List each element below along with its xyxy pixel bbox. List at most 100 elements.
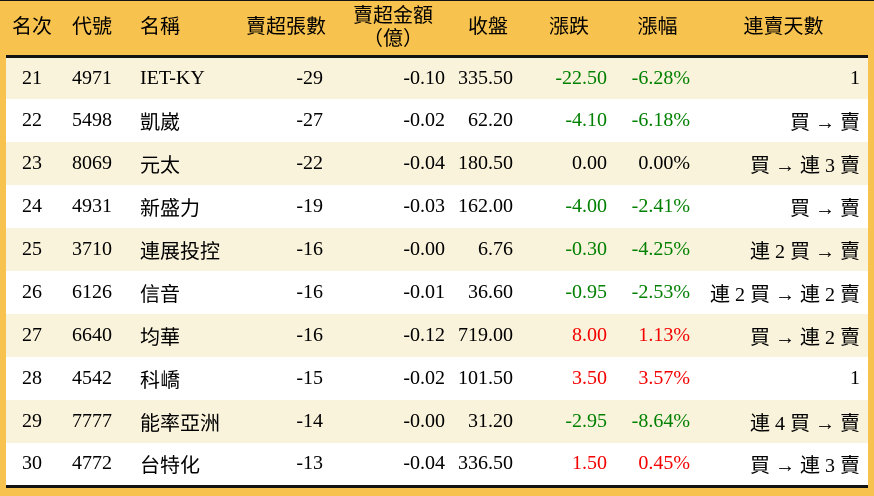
- cell-close: 6.76: [478, 238, 513, 260]
- cell-change-pct: 1.13%: [638, 324, 690, 346]
- cell-name: 台特化: [140, 455, 200, 478]
- cell-streak: 連 2 買 → 連 2 賣: [710, 284, 860, 306]
- cell-volume: -29: [296, 66, 323, 89]
- cell-code: 4971: [72, 66, 112, 89]
- table-row: 21 4971 IET-KY -29 -0.10 335.50 -22.50 -6.28% 1: [6, 56, 868, 99]
- cell-name: 均華: [140, 327, 180, 349]
- cell-streak: 買 → 賣: [790, 112, 860, 134]
- cell-code: 8069: [72, 152, 112, 174]
- cell-streak: 1: [850, 367, 860, 389]
- cell-code: 7777: [72, 410, 112, 432]
- cell-amount: -0.04: [403, 452, 445, 475]
- cell-change: -4.10: [565, 109, 607, 131]
- cell-code: 4772: [72, 452, 112, 475]
- cell-rank: 29: [22, 410, 42, 432]
- cell-volume: -22: [296, 152, 323, 174]
- cell-change-pct: 3.57%: [638, 367, 690, 389]
- header-row: 名次 代號 名稱 賣超張數 賣超金額 （億） 收盤 漲跌 漲幅 連賣天數: [6, 1, 868, 56]
- column-header-change-pct: 漲幅: [616, 1, 699, 56]
- cell-streak: 買 → 連 2 賣: [750, 327, 860, 349]
- table-row: 27 6640 均華 -16 -0.12 719.00 8.00 1.13% 買 → 連 2 賣: [6, 314, 868, 357]
- cell-volume: -16: [296, 238, 323, 260]
- cell-rank: 26: [22, 281, 42, 303]
- cell-name: IET-KY: [140, 66, 205, 89]
- cell-amount: -0.00: [403, 410, 445, 432]
- table-body: 21 4971 IET-KY -29 -0.10 335.50 -22.50 -6.28% 1 2…: [6, 56, 868, 486]
- cell-amount: -0.10: [403, 66, 445, 89]
- cell-close: 31.20: [468, 410, 513, 432]
- cell-change-pct: -2.53%: [631, 281, 690, 303]
- column-header-close: 收盤: [454, 1, 522, 56]
- cell-change: -0.30: [565, 238, 607, 260]
- cell-change: -2.95: [565, 410, 607, 432]
- cell-streak: 買 → 連 3 賣: [750, 455, 860, 478]
- column-header-name: 名稱: [126, 1, 240, 56]
- column-header-volume: 賣超張數: [240, 1, 332, 56]
- cell-rank: 23: [22, 152, 42, 174]
- cell-rank: 27: [22, 324, 42, 346]
- cell-code: 6640: [72, 324, 112, 346]
- cell-code: 4542: [72, 367, 112, 389]
- cell-name: 凱崴: [140, 112, 180, 134]
- cell-rank: 22: [22, 109, 42, 131]
- cell-name: 能率亞洲: [140, 413, 220, 435]
- cell-change-pct: 0.00%: [638, 152, 690, 174]
- cell-streak: 買 → 賣: [790, 198, 860, 220]
- table-row: 28 4542 科嶠 -15 -0.02 101.50 3.50 3.57% 1: [6, 357, 868, 400]
- cell-streak: 連 2 買 → 賣: [750, 241, 860, 263]
- cell-code: 4931: [72, 195, 112, 217]
- table-row: 30 4772 台特化 -13 -0.04 336.50 1.50 0.45% 買 → 連 3 …: [6, 443, 868, 486]
- cell-change: -0.95: [565, 281, 607, 303]
- cell-change: 8.00: [572, 324, 607, 346]
- cell-amount: -0.12: [403, 324, 445, 346]
- cell-name: 元太: [140, 155, 180, 177]
- cell-rank: 25: [22, 238, 42, 260]
- cell-code: 6126: [72, 281, 112, 303]
- cell-volume: -14: [296, 410, 323, 432]
- table-header: 名次 代號 名稱 賣超張數 賣超金額 （億） 收盤 漲跌 漲幅 連賣天數: [6, 1, 868, 56]
- sell-rank-table: 名次 代號 名稱 賣超張數 賣超金額 （億） 收盤 漲跌 漲幅 連賣天數 21 4…: [6, 1, 868, 488]
- cell-streak: 買 → 連 3 賣: [750, 155, 860, 177]
- cell-amount: -0.01: [403, 281, 445, 303]
- cell-close: 36.60: [468, 281, 513, 303]
- cell-change: -4.00: [565, 195, 607, 217]
- cell-volume: -16: [296, 324, 323, 346]
- table-row: 22 5498 凱崴 -27 -0.02 62.20 -4.10 -6.18% 買 → 賣: [6, 99, 868, 142]
- cell-change-pct: -6.28%: [631, 66, 690, 89]
- column-header-change: 漲跌: [522, 1, 616, 56]
- cell-name: 信音: [140, 284, 180, 306]
- cell-volume: -13: [296, 452, 323, 475]
- cell-change-pct: -6.18%: [631, 109, 690, 131]
- cell-volume: -27: [296, 109, 323, 131]
- table-row: 23 8069 元太 -22 -0.04 180.50 0.00 0.00% 買 → 連 3 賣: [6, 142, 868, 185]
- cell-change-pct: 0.45%: [638, 452, 690, 475]
- cell-streak: 連 4 買 → 賣: [750, 413, 860, 435]
- cell-name: 連展投控: [140, 241, 220, 263]
- cell-close: 336.50: [458, 452, 513, 475]
- cell-change-pct: -4.25%: [631, 238, 690, 260]
- cell-close: 180.50: [458, 152, 513, 174]
- table-row: 25 3710 連展投控 -16 -0.00 6.76 -0.30 -4.25% 連 2 買 →…: [6, 228, 868, 271]
- cell-amount: -0.04: [403, 152, 445, 174]
- cell-amount: -0.02: [403, 367, 445, 389]
- column-header-streak: 連賣天數: [699, 1, 868, 56]
- cell-streak: 1: [850, 66, 860, 89]
- cell-change: 3.50: [572, 367, 607, 389]
- cell-rank: 24: [22, 195, 42, 217]
- cell-change: 1.50: [572, 452, 607, 475]
- cell-change: -22.50: [555, 66, 607, 89]
- table-row: 29 7777 能率亞洲 -14 -0.00 31.20 -2.95 -8.64% 連 4 買 …: [6, 400, 868, 443]
- cell-close: 335.50: [458, 66, 513, 89]
- cell-rank: 30: [22, 452, 42, 475]
- cell-amount: -0.00: [403, 238, 445, 260]
- table-row: 26 6126 信音 -16 -0.01 36.60 -0.95 -2.53% 連 2 買 → …: [6, 271, 868, 314]
- cell-close: 162.00: [458, 195, 513, 217]
- column-header-rank: 名次: [6, 1, 58, 56]
- cell-rank: 21: [22, 66, 42, 89]
- cell-change-pct: -2.41%: [631, 195, 690, 217]
- cell-close: 719.00: [458, 324, 513, 346]
- cell-name: 科嶠: [140, 370, 180, 392]
- cell-change: 0.00: [572, 152, 607, 174]
- cell-code: 3710: [72, 238, 112, 260]
